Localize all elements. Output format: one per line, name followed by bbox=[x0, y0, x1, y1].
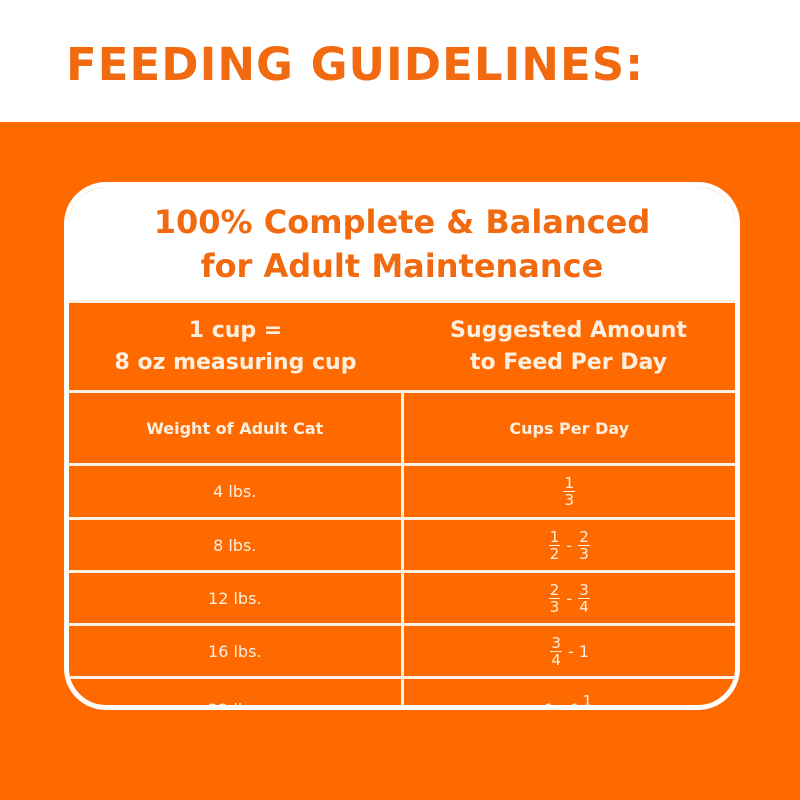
header-right-line1: Suggested Amount bbox=[450, 317, 687, 343]
cups-text: - bbox=[561, 535, 578, 555]
denominator: 4 bbox=[579, 597, 589, 616]
page-title: FEEDING GUIDELINES: bbox=[66, 38, 645, 91]
numerator: 1 bbox=[563, 474, 576, 492]
weight-cell: 22 lbs. bbox=[208, 699, 262, 710]
cups-text: - 1 bbox=[562, 641, 590, 661]
denominator: 4 bbox=[583, 710, 593, 711]
weight-cell: 12 lbs. bbox=[208, 588, 262, 608]
weight-cell: 4 lbs. bbox=[213, 482, 257, 501]
denominator: 4 bbox=[551, 650, 561, 669]
table-header-row: 1 cup = 8 oz measuring cup Suggested Amo… bbox=[69, 300, 735, 390]
table-row: 16 lbs. 3 4 - 1 bbox=[69, 623, 735, 676]
header-suggested-amount: Suggested Amount to Feed Per Day bbox=[402, 303, 735, 390]
numerator: 1 bbox=[582, 691, 593, 710]
table-row: 22 lbs. 1 - 114 bbox=[69, 676, 736, 711]
table-row: 4 lbs. 1 3 bbox=[69, 463, 735, 517]
header-left-line2: 8 oz measuring cup bbox=[114, 349, 357, 375]
numerator: 2 bbox=[548, 580, 561, 599]
weight-cell: 16 lbs. bbox=[208, 641, 262, 661]
fraction: 14 bbox=[582, 691, 594, 711]
feeding-card: 100% Complete & Balanced for Adult Maint… bbox=[64, 182, 740, 710]
header-left-line1: 1 cup = bbox=[188, 317, 283, 343]
card-heading: 100% Complete & Balanced for Adult Maint… bbox=[69, 187, 735, 300]
denominator: 2 bbox=[549, 544, 560, 563]
cups-cell: 1 - 114 bbox=[400, 679, 736, 711]
weight-cell: 8 lbs. bbox=[213, 535, 257, 555]
cups-text: - bbox=[561, 588, 578, 608]
card-heading-line1: 100% Complete & Balanced bbox=[153, 202, 651, 241]
cups-text: 1 - 1 bbox=[544, 699, 581, 710]
cups-value: 1 - 114 bbox=[544, 691, 594, 711]
denominator: 3 bbox=[549, 597, 560, 616]
table-body: 4 lbs. 1 3 8 lbs. 1 2 - 2 3 12 lbs. 2 3 - 3 4 16 lb… bbox=[69, 463, 736, 711]
numerator: 2 bbox=[578, 527, 590, 546]
header-right-line2: to Feed Per Day bbox=[469, 349, 667, 375]
denominator: 3 bbox=[579, 544, 589, 563]
denominator: 3 bbox=[564, 491, 575, 509]
column-header-cups: Cups Per Day bbox=[400, 393, 736, 463]
column-header-row: Weight of Adult Cat Cups Per Day bbox=[69, 390, 735, 463]
numerator: 1 bbox=[548, 527, 561, 546]
numerator: 3 bbox=[578, 580, 590, 599]
header-cup-measure: 1 cup = 8 oz measuring cup bbox=[69, 303, 402, 390]
column-header-weight: Weight of Adult Cat bbox=[146, 418, 324, 438]
header-band: FEEDING GUIDELINES: bbox=[0, 0, 800, 122]
numerator: 3 bbox=[550, 633, 562, 652]
card-heading-line2: for Adult Maintenance bbox=[200, 246, 604, 285]
